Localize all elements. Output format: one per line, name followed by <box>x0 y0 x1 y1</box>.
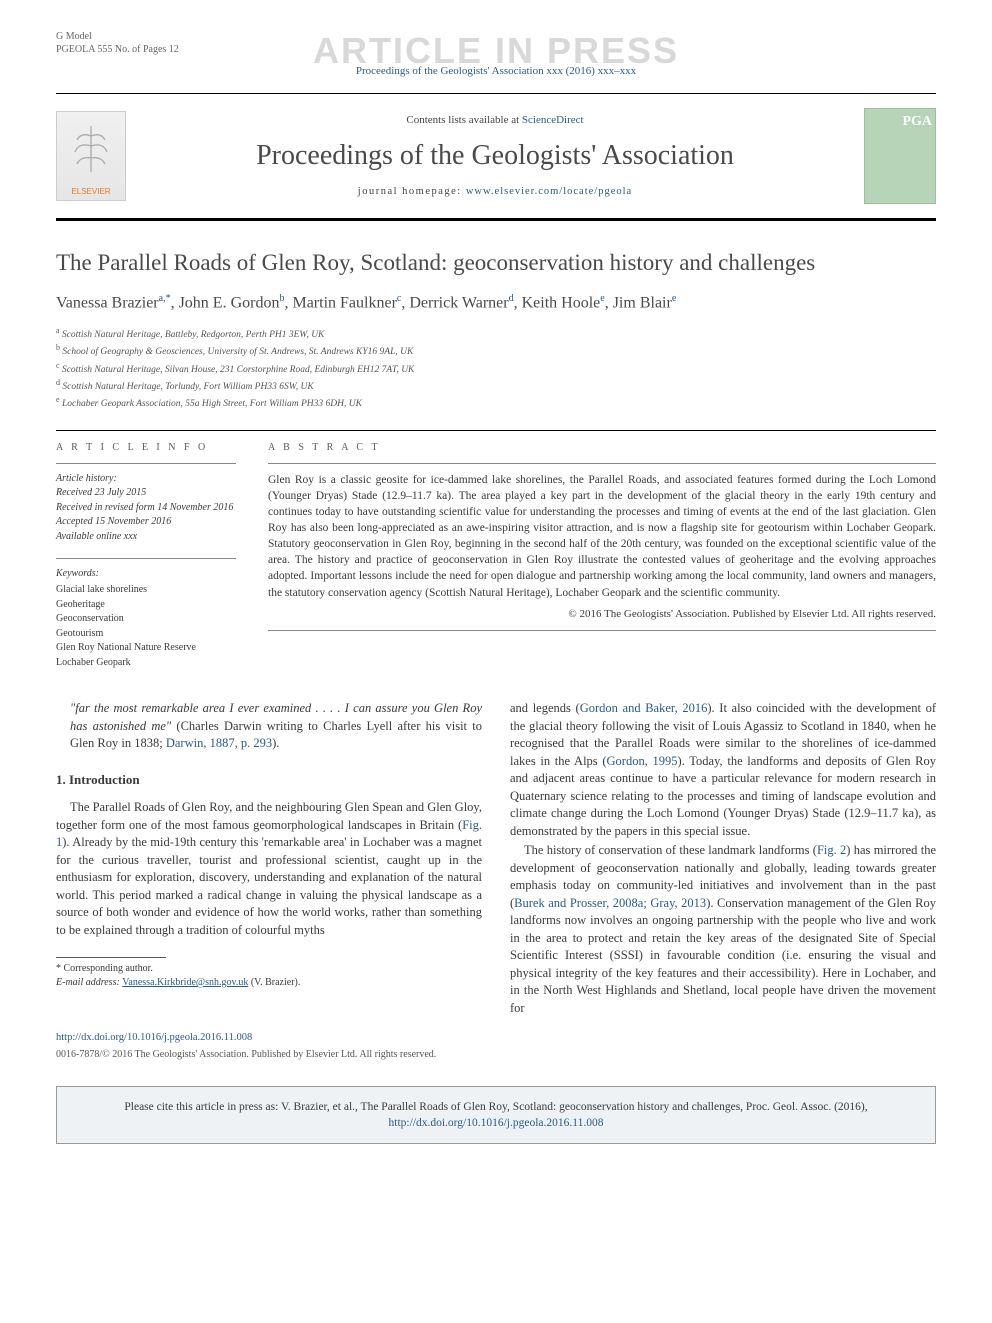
abstract-copyright: © 2016 The Geologists' Association. Publ… <box>268 607 936 622</box>
history-item: Received 23 July 2015 <box>56 486 236 501</box>
opening-quote: "far the most remarkable area I ever exa… <box>70 700 482 753</box>
para-text: The Parallel Roads of Glen Roy, and the … <box>56 800 482 832</box>
author-list: Vanessa Braziera,*, John E. Gordonb, Mar… <box>56 292 936 315</box>
email-suffix: (V. Brazier). <box>248 977 300 988</box>
history-item: Received in revised form 14 November 201… <box>56 501 236 516</box>
keyword: Glen Roy National Nature Reserve <box>56 641 236 656</box>
author-email-link[interactable]: Vanessa.Kirkbride@snh.gov.uk <box>122 977 248 988</box>
affiliation: a Scottish Natural Heritage, Battleby, R… <box>56 325 936 342</box>
keyword: Glacial lake shorelines <box>56 583 236 598</box>
para-text: ). Already by the mid-19th century this … <box>56 835 482 937</box>
email-label: E-mail address: <box>56 977 122 988</box>
keyword-list: Glacial lake shorelines Geoheritage Geoc… <box>56 583 236 670</box>
cite-text: Please cite this article in press as: V.… <box>124 1101 867 1113</box>
cover-initials: PGA <box>868 112 932 132</box>
para-text: ). Conservation management of the Glen R… <box>510 896 936 1015</box>
left-column: "far the most remarkable area I ever exa… <box>56 700 482 1019</box>
citation-link[interactable]: Gordon, 1995 <box>607 754 678 768</box>
gmodel-block: G Model PGEOLA 555 No. of Pages 12 <box>56 30 179 56</box>
homepage-link[interactable]: www.elsevier.com/locate/pgeola <box>466 186 632 197</box>
article-info-label: A R T I C L E I N F O <box>56 441 236 455</box>
abstract-text: Glen Roy is a classic geosite for ice-da… <box>268 472 936 601</box>
doi-link[interactable]: http://dx.doi.org/10.1016/j.pgeola.2016.… <box>56 1032 252 1043</box>
article-title: The Parallel Roads of Glen Roy, Scotland… <box>56 249 936 278</box>
article-info-row: A R T I C L E I N F O Article history: R… <box>56 441 936 671</box>
body-paragraph: and legends (Gordon and Baker, 2016). It… <box>510 700 936 840</box>
history-label: Article history: <box>56 472 236 487</box>
rule-black <box>56 218 936 221</box>
para-text: The history of conservation of these lan… <box>524 843 817 857</box>
cite-doi-link[interactable]: http://dx.doi.org/10.1016/j.pgeola.2016.… <box>389 1117 604 1129</box>
keywords-label: Keywords: <box>56 567 236 581</box>
homepage-prefix: journal homepage: <box>358 186 466 197</box>
article-history: Article history: Received 23 July 2015 R… <box>56 472 236 545</box>
affiliation: c Scottish Natural Heritage, Silvan Hous… <box>56 360 936 377</box>
figure-ref-link[interactable]: Fig. 2 <box>817 843 846 857</box>
journal-title: Proceedings of the Geologists' Associati… <box>144 136 846 175</box>
corr-label: * Corresponding author. <box>56 962 482 976</box>
keyword: Geoheritage <box>56 598 236 613</box>
elsevier-label: ELSEVIER <box>71 186 110 197</box>
citation-link[interactable]: Burek and Prosser, 2008a; Gray, 2013 <box>514 896 706 910</box>
article-info-column: A R T I C L E I N F O Article history: R… <box>56 441 236 671</box>
gmodel-line2: PGEOLA 555 No. of Pages 12 <box>56 43 179 56</box>
elsevier-logo: ELSEVIER <box>56 111 126 201</box>
body-paragraph: The history of conservation of these lan… <box>510 842 936 1017</box>
sciencedirect-link[interactable]: ScienceDirect <box>522 114 584 126</box>
section-heading-intro: 1. Introduction <box>56 771 482 789</box>
contents-line: Contents lists available at ScienceDirec… <box>144 113 846 128</box>
rule-info-top <box>56 430 936 431</box>
body-columns: "far the most remarkable area I ever exa… <box>56 700 936 1019</box>
contents-prefix: Contents lists available at <box>406 114 521 126</box>
affiliation: b School of Geography & Geosciences, Uni… <box>56 342 936 359</box>
para-text: and legends ( <box>510 701 580 715</box>
body-paragraph: The Parallel Roads of Glen Roy, and the … <box>56 799 482 939</box>
corresponding-author-note: * Corresponding author. E-mail address: … <box>56 962 482 990</box>
masthead-center: Contents lists available at ScienceDirec… <box>144 113 846 200</box>
right-column: and legends (Gordon and Baker, 2016). It… <box>510 700 936 1019</box>
footnote-separator <box>56 957 166 958</box>
affiliation: d Scottish Natural Heritage, Torlundy, F… <box>56 377 936 394</box>
abstract-column: A B S T R A C T Glen Roy is a classic ge… <box>268 441 936 671</box>
abstract-label: A B S T R A C T <box>268 441 936 455</box>
citation-box: Please cite this article in press as: V.… <box>56 1086 936 1144</box>
journal-reference: Proceedings of the Geologists' Associati… <box>56 64 936 79</box>
email-line: E-mail address: Vanessa.Kirkbride@snh.go… <box>56 976 482 990</box>
history-item: Accepted 15 November 2016 <box>56 515 236 530</box>
homepage-line: journal homepage: www.elsevier.com/locat… <box>144 185 846 200</box>
affiliation-list: a Scottish Natural Heritage, Battleby, R… <box>56 325 936 412</box>
keyword: Geotourism <box>56 627 236 642</box>
citation-link[interactable]: Gordon and Baker, 2016 <box>580 701 708 715</box>
keyword: Geoconservation <box>56 612 236 627</box>
page: ARTICLE IN PRESS G Model PGEOLA 555 No. … <box>0 0 992 1164</box>
affiliation: e Lochaber Geopark Association, 55a High… <box>56 394 936 411</box>
quote-attr-post: ). <box>272 736 279 750</box>
masthead: ELSEVIER Contents lists available at Sci… <box>56 94 936 218</box>
keyword: Lochaber Geopark <box>56 656 236 671</box>
elsevier-tree-icon <box>69 112 113 186</box>
issn-copyright: 0016-7878/© 2016 The Geologists' Associa… <box>56 1048 936 1062</box>
doi-line: http://dx.doi.org/10.1016/j.pgeola.2016.… <box>56 1031 936 1046</box>
history-item: Available online xxx <box>56 530 236 545</box>
gmodel-line1: G Model <box>56 30 179 43</box>
journal-cover-thumbnail: PGA <box>864 108 936 204</box>
quote-citation-link[interactable]: Darwin, 1887, p. 293 <box>166 736 272 750</box>
